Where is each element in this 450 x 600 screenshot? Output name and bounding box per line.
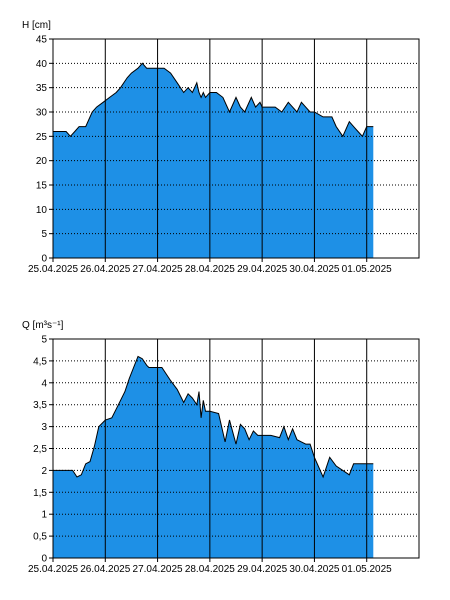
y-tick-label: 2,5	[33, 444, 47, 455]
y-tick-label: 15	[36, 181, 48, 192]
y-tick-label: 0	[41, 254, 47, 265]
x-tick-label: 01.05.2025	[342, 264, 392, 275]
y-tick-label: 1,5	[33, 488, 47, 499]
y-tick-label: 35	[36, 83, 48, 94]
y-tick-label: 20	[36, 156, 48, 167]
chart-ylabel: H [cm]	[22, 20, 51, 31]
x-tick-label: 30.04.2025	[289, 564, 339, 575]
x-tick-label: 25.04.2025	[28, 264, 78, 275]
y-tick-label: 5	[41, 335, 47, 346]
y-tick-label: 45	[36, 35, 48, 46]
plot-frame	[52, 338, 420, 559]
y-tick-label: 4	[41, 378, 47, 389]
y-tick-label: 0	[41, 554, 47, 565]
y-tick-label: 3	[41, 422, 47, 433]
discharge-chart: Q [m³s⁻¹] 0 0,5 1 1,5 2 2,5 3 3,5 4 4,5 5 25.04.202…	[22, 320, 420, 575]
series-line	[53, 62, 374, 138]
x-tick-label: 28.04.2025	[185, 564, 235, 575]
y-tick-label: 5	[41, 229, 47, 240]
x-tick-label: 26.04.2025	[80, 264, 130, 275]
x-tick-label: 29.04.2025	[237, 264, 287, 275]
x-tick-label: 29.04.2025	[237, 564, 287, 575]
x-tick-label: 28.04.2025	[185, 264, 235, 275]
y-tick-label: 10	[36, 205, 48, 216]
x-tick-label: 30.04.2025	[289, 264, 339, 275]
chart-ylabel: Q [m³s⁻¹]	[22, 320, 64, 331]
x-tick-label: 26.04.2025	[80, 564, 130, 575]
plot-frame	[52, 38, 420, 259]
x-tick-label: 01.05.2025	[342, 564, 392, 575]
y-tick-label: 30	[36, 108, 48, 119]
y-tick-label: 25	[36, 132, 48, 143]
x-tick-label: 27.04.2025	[133, 264, 183, 275]
y-tick-label: 3,5	[33, 400, 47, 411]
x-tick-label: 27.04.2025	[133, 564, 183, 575]
water-level-chart: H [cm] 0 5 10 15 20 25 30 35 40 45 25.04.2025 26.04…	[22, 20, 420, 275]
y-tick-label: 1	[41, 510, 47, 521]
y-tick-label: 4,5	[33, 356, 47, 367]
y-tick-label: 2	[41, 466, 47, 477]
series-area	[53, 356, 374, 558]
y-tick-label: 0,5	[33, 532, 47, 543]
x-tick-label: 25.04.2025	[28, 564, 78, 575]
y-tick-label: 40	[36, 59, 48, 70]
